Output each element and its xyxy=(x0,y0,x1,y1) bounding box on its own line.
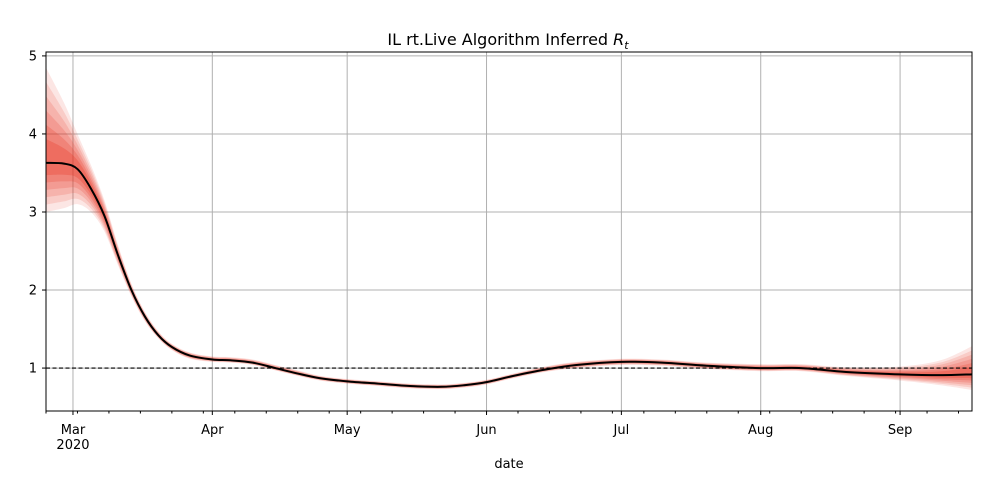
x-tick-label: Jul xyxy=(613,423,630,438)
credible-band xyxy=(46,67,972,390)
chart-title-text: IL rt.Live Algorithm Inferred xyxy=(387,30,613,49)
y-tick-label: 4 xyxy=(29,127,37,142)
x-tick-sublabel: 2020 xyxy=(56,438,89,453)
plot-frame xyxy=(45,51,973,412)
credible-band xyxy=(46,124,972,388)
chart-title-symbol: R xyxy=(613,30,624,49)
credible-band xyxy=(46,139,972,388)
x-tick-label: May xyxy=(334,423,361,438)
credible-band xyxy=(46,81,972,389)
chart-title: IL rt.Live Algorithm Inferred Rt xyxy=(387,30,629,52)
credible-band xyxy=(46,96,972,389)
rt-median-line xyxy=(45,161,973,388)
grid-layer xyxy=(46,52,972,411)
chart-title-subscript: t xyxy=(624,39,629,52)
y-tick-label: 2 xyxy=(29,284,37,299)
x-tick-label: Aug xyxy=(748,423,773,438)
x-axis-label: date xyxy=(494,457,523,472)
credible-interval-bands xyxy=(46,67,972,390)
y-tick-label: 3 xyxy=(29,205,37,220)
y-tick-label: 5 xyxy=(29,49,37,64)
y-tick-label: 1 xyxy=(29,362,37,377)
credible-band xyxy=(46,110,972,389)
x-tick-label: Mar xyxy=(61,423,86,438)
x-tick-label: Sep xyxy=(888,423,913,438)
x-tick-label: Apr xyxy=(201,423,224,438)
x-tick-label: Jun xyxy=(475,423,496,438)
